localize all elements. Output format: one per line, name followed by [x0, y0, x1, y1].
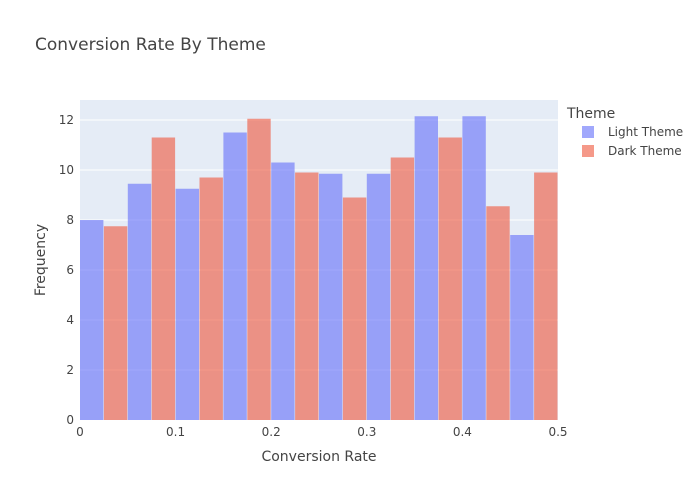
bar-light-theme[interactable] — [366, 173, 391, 420]
legend-swatch — [582, 126, 594, 138]
y-tick-label: 0 — [66, 413, 74, 427]
x-tick-label: 0.3 — [357, 425, 376, 439]
x-tick-label: 0 — [76, 425, 84, 439]
legend-item[interactable]: Light Theme — [582, 125, 683, 139]
bar-dark-theme[interactable] — [199, 177, 223, 421]
bar-dark-theme[interactable] — [534, 172, 558, 421]
bar-light-theme[interactable] — [510, 235, 534, 420]
bar-light-theme[interactable] — [319, 173, 343, 420]
bar-light-theme[interactable] — [414, 116, 438, 420]
bar-dark-theme[interactable] — [151, 137, 176, 421]
legend[interactable]: Theme Light Theme Dark Theme — [566, 106, 683, 158]
y-tick-label: 4 — [66, 313, 74, 327]
legend-swatch — [582, 145, 594, 157]
x-tick-label: 0.2 — [262, 425, 281, 439]
legend-item[interactable]: Dark Theme — [582, 144, 682, 158]
x-tick-label: 0.4 — [453, 425, 472, 439]
bar-dark-theme[interactable] — [390, 157, 415, 421]
bar-light-theme[interactable] — [223, 132, 247, 421]
legend-label: Dark Theme — [608, 144, 682, 158]
bars[interactable] — [80, 116, 558, 420]
bar-light-theme[interactable] — [175, 188, 199, 420]
bar-light-theme[interactable] — [462, 116, 486, 420]
bar-dark-theme[interactable] — [342, 197, 367, 421]
y-tick-label: 6 — [66, 263, 74, 277]
bar-light-theme[interactable] — [127, 183, 152, 420]
chart-title: Conversion Rate By Theme — [35, 35, 266, 55]
bar-light-theme[interactable] — [271, 162, 295, 421]
x-tick-label: 0.5 — [548, 425, 567, 439]
x-tick-label: 0.1 — [166, 425, 185, 439]
bar-light-theme[interactable] — [80, 220, 104, 420]
bar-dark-theme[interactable] — [486, 206, 510, 420]
y-axis-title: Frequency — [33, 224, 49, 296]
y-tick-label: 2 — [66, 363, 74, 377]
y-tick-label: 12 — [59, 113, 74, 127]
x-axis-ticks: 0 0.1 0.2 0.3 0.4 0.5 — [76, 425, 567, 439]
y-tick-label: 8 — [66, 213, 74, 227]
bar-dark-theme[interactable] — [247, 118, 271, 420]
legend-label: Light Theme — [608, 125, 683, 139]
x-axis-title: Conversion Rate — [261, 449, 376, 465]
bar-dark-theme[interactable] — [438, 137, 462, 421]
bar-dark-theme[interactable] — [103, 226, 128, 420]
y-axis-ticks: 0 2 4 6 8 10 12 — [59, 113, 74, 427]
y-tick-label: 10 — [59, 163, 74, 177]
bar-dark-theme[interactable] — [295, 172, 319, 421]
legend-title: Theme — [566, 106, 615, 122]
